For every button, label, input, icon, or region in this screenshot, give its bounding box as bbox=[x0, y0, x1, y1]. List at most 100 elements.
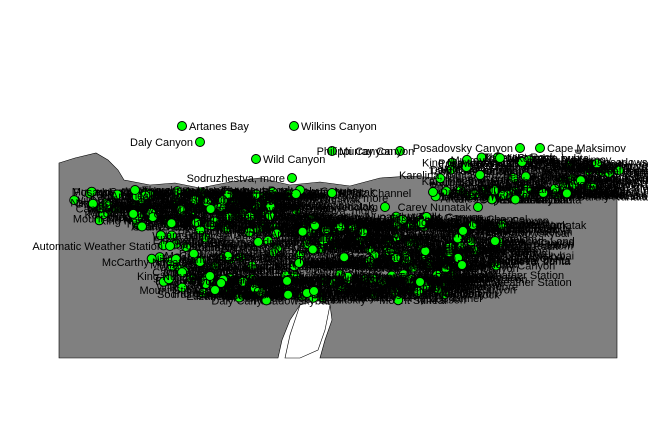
overplotted-point bbox=[217, 195, 228, 206]
overplotted-label: Tajmyrskij, ledolom bbox=[570, 172, 648, 184]
overplotted-point bbox=[561, 188, 572, 199]
overplotted-label: King Nunatak bbox=[492, 224, 559, 236]
overplotted-point bbox=[438, 276, 448, 287]
overplotted-label: Elizabeth Land bbox=[185, 242, 258, 254]
place-point bbox=[495, 153, 505, 163]
overplotted-point bbox=[297, 226, 308, 237]
overplotted-label: Philippi Canyon bbox=[311, 292, 387, 304]
overplotted-label: Prydz Channel bbox=[397, 220, 469, 232]
overplotted-label: Dublitskiy bbox=[311, 286, 359, 298]
overplotted-label: Philippi Canyon bbox=[207, 220, 283, 232]
overplotted-label: Wild Canyon bbox=[129, 209, 191, 221]
overplotted-point bbox=[407, 262, 418, 273]
overplotted-point bbox=[339, 252, 350, 263]
overplotted-label: Elizabeth Land bbox=[551, 159, 624, 171]
overplotted-label: Wild Canyon bbox=[362, 244, 424, 256]
overplotted-label: Nikolaeva, buhta bbox=[489, 255, 572, 267]
overplotted-label: Fram Bank bbox=[457, 226, 511, 238]
overplotted-label: Wild Canyon bbox=[313, 257, 375, 269]
overplotted-point bbox=[235, 252, 246, 263]
overplotted-label: Dublitskiy bbox=[319, 294, 367, 306]
overplotted-label: Dublitskiy bbox=[212, 286, 260, 298]
overplotted-label: King Nunatak bbox=[456, 272, 523, 284]
overplotted-label: McCarthy Nunatak bbox=[331, 279, 423, 291]
overplotted-point bbox=[447, 271, 458, 282]
overplotted-label: Tajmyrskij, ledolom bbox=[242, 264, 335, 276]
overplotted-point bbox=[519, 189, 530, 200]
place-point bbox=[473, 202, 483, 212]
overplotted-point bbox=[102, 199, 113, 210]
place-label: Artanes Bay bbox=[189, 121, 249, 133]
place-label: Mikkelsen bbox=[427, 277, 476, 289]
overplotted-label: Wilkins Canyon bbox=[437, 165, 513, 177]
overplotted-label: Gorbunov, ostrova bbox=[240, 199, 331, 211]
overplotted-point bbox=[146, 253, 157, 264]
overplotted-label: Automatic Weather Station bbox=[94, 203, 225, 215]
overplotted-label: Karelina, buhta bbox=[225, 265, 300, 277]
place-point bbox=[287, 173, 297, 183]
overplotted-label: Karelina, buhta bbox=[315, 260, 390, 272]
place-point bbox=[177, 121, 187, 131]
overplotted-label: Mikkelsen bbox=[459, 245, 508, 257]
overplotted-point bbox=[229, 195, 240, 206]
overplotted-label: Prydz Channel bbox=[478, 246, 550, 258]
overplotted-label: Carey Nunatak bbox=[227, 250, 301, 262]
overplotted-point bbox=[87, 198, 98, 209]
overplotted-point bbox=[221, 223, 232, 234]
overplotted-label: McCarthy Nunatak bbox=[317, 275, 409, 287]
place-label: Mount Stinear bbox=[140, 285, 209, 297]
overplotted-label: Dublitskiy bbox=[324, 242, 372, 254]
overplotted-label: Tajmyrskij, ledolom bbox=[388, 274, 481, 286]
overplotted-label: Wild Canyon bbox=[454, 285, 516, 297]
overplotted-label: Fram Bank bbox=[321, 258, 375, 270]
overplotted-label: Posadowskybai bbox=[178, 264, 254, 276]
overplotted-point bbox=[575, 175, 586, 186]
overplotted-label: Posadowskybai bbox=[498, 250, 574, 262]
place-label: McCarthy Nunatak bbox=[102, 257, 194, 269]
overplotted-label: Prydz Channel bbox=[432, 281, 504, 293]
overplotted-point bbox=[347, 222, 358, 233]
overplotted-point bbox=[468, 220, 479, 230]
place-point bbox=[490, 236, 500, 246]
overplotted-label: Tajmyrskij, ledolom bbox=[480, 227, 573, 239]
overplotted-label: Cape Maksimov bbox=[318, 292, 397, 304]
overplotted-label: Philippi Canyon bbox=[178, 228, 254, 240]
overplotted-label: Thorshavn Islands bbox=[447, 244, 537, 256]
overplotted-label: Gorbunov, ostrova bbox=[530, 188, 621, 200]
place-point bbox=[395, 146, 405, 156]
overplotted-label: Nikolaeva, buhta bbox=[523, 164, 606, 176]
overplotted-label: Automatic Weather Station bbox=[198, 205, 329, 217]
overplotted-point bbox=[198, 287, 208, 298]
overplotted-label: Dublitskiy bbox=[593, 185, 641, 197]
overplotted-label: Wild Canyon bbox=[225, 220, 287, 232]
overplotted-label: Tajmyrskij, ledolom bbox=[176, 186, 269, 198]
overplotted-label: Philippi Canyon bbox=[451, 246, 527, 258]
overplotted-label: Thorgaut Rock bbox=[496, 220, 569, 232]
overplotted-label: King Nunatak bbox=[422, 157, 489, 169]
overplotted-point bbox=[404, 237, 415, 248]
overplotted-label: McCarthy Nunatak bbox=[99, 200, 191, 212]
place-label: Posadowskybai bbox=[529, 157, 605, 169]
overplotted-label: Daly Canyon bbox=[295, 186, 358, 198]
overplotted-point bbox=[128, 208, 139, 219]
overplotted-label: Vent Fell bbox=[261, 273, 304, 285]
overplotted-label: Posadowskybai bbox=[304, 215, 380, 227]
overplotted-label: Thorgaut Rock bbox=[213, 195, 286, 207]
overplotted-point bbox=[147, 212, 158, 223]
small-island bbox=[574, 149, 582, 155]
overplotted-point bbox=[604, 168, 615, 179]
place-label: Dublitskiy bbox=[440, 187, 488, 199]
overplotted-point bbox=[393, 295, 404, 306]
place-label: Thorgaut Rock bbox=[221, 185, 294, 197]
overplotted-point bbox=[404, 275, 415, 286]
overplotted-label: Fram Bank bbox=[493, 179, 547, 191]
overplotted-label: King Nunatak bbox=[330, 239, 397, 251]
overplotted-point bbox=[498, 190, 509, 201]
place-label: Fram Bank bbox=[235, 189, 289, 201]
overplotted-label: Mikkelsen bbox=[237, 196, 286, 208]
overplotted-point bbox=[469, 189, 480, 200]
overplotted-label: Gorbunov, ostrova bbox=[315, 284, 406, 296]
overplotted-label: King Nunatak bbox=[484, 184, 551, 196]
overplotted-point bbox=[263, 235, 273, 246]
overplotted-point bbox=[271, 228, 282, 239]
